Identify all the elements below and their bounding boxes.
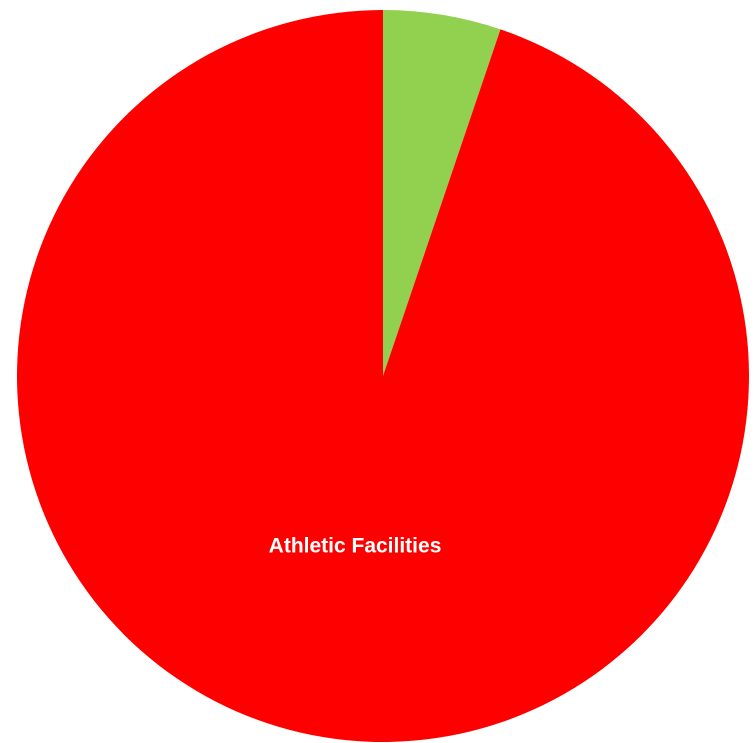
pie-slice-1 [17,10,750,742]
pie-labels: Athletic Facilities [269,535,442,558]
pie-slice-0 [383,10,501,376]
pie-slices [17,10,750,742]
pie-slice-label-1: Athletic Facilities [269,535,442,558]
